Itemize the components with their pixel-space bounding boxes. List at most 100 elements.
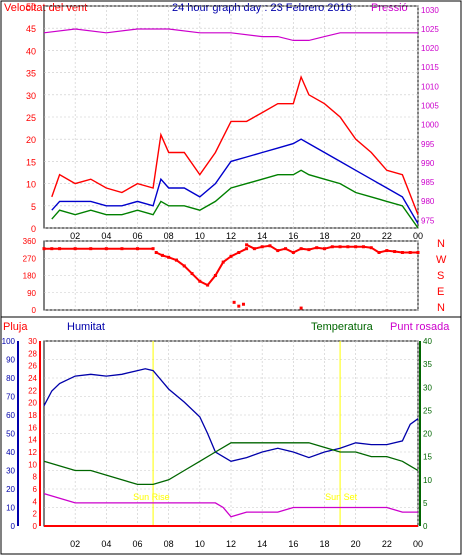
direction-outlier-point xyxy=(299,306,303,310)
sun-rise-label: Sun Rise xyxy=(133,492,170,502)
pressure-y-tick: 1030 xyxy=(421,6,439,15)
humidity-y-tick: 10 xyxy=(6,504,15,513)
humidity-x-tick: 06 xyxy=(132,539,142,549)
humidity-y-tick: 30 xyxy=(6,467,15,476)
wind-x-tick: 10 xyxy=(195,231,205,241)
wind-y-tick: 40 xyxy=(26,46,36,56)
direction-grid xyxy=(44,240,419,311)
humidity-y-tick: 0 xyxy=(11,522,16,531)
dir-label-s: S xyxy=(437,270,444,282)
pressure-y-tick: 975 xyxy=(421,216,435,225)
wind-y-tick: 5 xyxy=(31,202,36,212)
humidity-y-tick: 70 xyxy=(6,393,15,402)
humidity-x-axis: 02 04 06 08 10 12 14 16 18 20 22 00 xyxy=(70,539,423,549)
wind-y-tick: 30 xyxy=(26,91,36,101)
rain-y-tick: 12 xyxy=(28,448,37,457)
dir-label-n-bottom: N xyxy=(437,302,445,314)
humidity-y-tick: 50 xyxy=(6,430,15,439)
wind-x-tick: 12 xyxy=(226,231,236,241)
rain-y-tick: 20 xyxy=(28,399,37,408)
wind-x-tick: 16 xyxy=(288,231,298,241)
humidity-x-tick: 08 xyxy=(164,539,174,549)
direction-outlier-point xyxy=(237,304,241,308)
direction-outlier-point xyxy=(232,300,236,304)
wind-x-tick: 22 xyxy=(382,231,392,241)
dewpoint-title: Punt rosada xyxy=(390,321,450,333)
wind-y-axis: 0 5 10 15 20 25 30 35 40 45 50 xyxy=(26,2,36,234)
wind-y-tick: 10 xyxy=(26,180,36,190)
humidity-y-tick: 80 xyxy=(6,374,15,383)
temperature-y-tick: 35 xyxy=(423,360,432,369)
series-gust-line xyxy=(51,74,419,215)
rain-y-tick: 28 xyxy=(28,349,37,358)
wind-y-tick: 35 xyxy=(26,69,36,79)
humidity-x-tick: 14 xyxy=(257,539,267,549)
pressure-y-tick: 1000 xyxy=(421,121,439,130)
rain-y-tick: 22 xyxy=(28,386,37,395)
rain-y-tick: 2 xyxy=(33,510,38,519)
rain-y-tick: 26 xyxy=(28,362,37,371)
humidity-x-tick: 12 xyxy=(226,539,236,549)
wind-x-tick: 18 xyxy=(319,231,329,241)
pressure-y-tick: 1025 xyxy=(421,25,439,34)
pressure-y-tick: 1015 xyxy=(421,63,439,72)
rain-title: Pluja xyxy=(3,321,28,333)
pressure-y-tick: 990 xyxy=(421,159,435,168)
wind-x-tick: 20 xyxy=(351,231,361,241)
dir-label-e: E xyxy=(437,286,444,298)
direction-y-axis: 360 270 180 90 0 xyxy=(23,237,37,315)
temperature-y-tick: 5 xyxy=(423,499,428,508)
rain-y-tick: 4 xyxy=(33,497,38,506)
sun-set-label: Sun Set xyxy=(325,492,358,502)
temperature-y-tick: 40 xyxy=(423,337,432,346)
series-green-line xyxy=(51,169,419,229)
series-dewpoint-line xyxy=(43,492,418,518)
pressure-y-tick: 1010 xyxy=(421,82,439,91)
direction-y-tick: 180 xyxy=(23,272,37,281)
temperature-y-tick: 25 xyxy=(423,406,432,415)
humidity-y-tick: 100 xyxy=(2,337,16,346)
wind-y-tick: 50 xyxy=(26,2,36,12)
temperature-y-tick: 30 xyxy=(423,383,432,392)
wind-y-tick: 25 xyxy=(26,113,36,123)
rain-y-tick: 14 xyxy=(28,436,37,445)
pressure-y-tick: 980 xyxy=(421,197,435,206)
humidity-y-tick: 40 xyxy=(6,448,15,457)
rain-y-tick: 24 xyxy=(28,374,37,383)
pressure-y-tick: 995 xyxy=(421,140,435,149)
direction-y-tick: 360 xyxy=(23,237,37,246)
rain-y-tick: 6 xyxy=(33,485,38,494)
direction-series xyxy=(42,243,420,310)
temperature-y-tick: 20 xyxy=(423,430,432,439)
humidity-x-tick: 16 xyxy=(288,539,298,549)
wind-speed-title: Velocitat del vent xyxy=(4,2,87,14)
pressure-y-tick: 1005 xyxy=(421,102,439,111)
humidity-x-tick: 00 xyxy=(413,539,423,549)
direction-outlier-point xyxy=(241,302,245,306)
rain-y-tick: 0 xyxy=(33,522,38,531)
rain-y-tick: 10 xyxy=(28,460,37,469)
series-temperature-line xyxy=(43,442,419,486)
humidity-x-tick: 20 xyxy=(351,539,361,549)
humidity-y-tick: 60 xyxy=(6,411,15,420)
direction-y-tick: 90 xyxy=(27,289,36,298)
direction-segment-line xyxy=(155,247,248,287)
humidity-series xyxy=(43,368,419,527)
dir-label-w: W xyxy=(436,254,447,266)
wind-x-tick: 04 xyxy=(101,231,111,241)
wind-y-tick: 0 xyxy=(31,224,36,234)
temperature-y-tick: 0 xyxy=(423,522,428,531)
dir-label-n-top: N xyxy=(437,238,445,250)
rain-y-tick: 30 xyxy=(28,337,37,346)
direction-y-tick: 0 xyxy=(32,306,37,315)
wind-x-tick: 06 xyxy=(132,231,142,241)
rain-y-tick: 18 xyxy=(28,411,37,420)
rain-y-tick: 8 xyxy=(33,473,38,482)
series-pressure-line xyxy=(43,28,418,42)
wind-grid xyxy=(44,5,419,229)
humidity-y-tick: 90 xyxy=(6,356,15,365)
humidity-y-tick: 20 xyxy=(6,485,15,494)
